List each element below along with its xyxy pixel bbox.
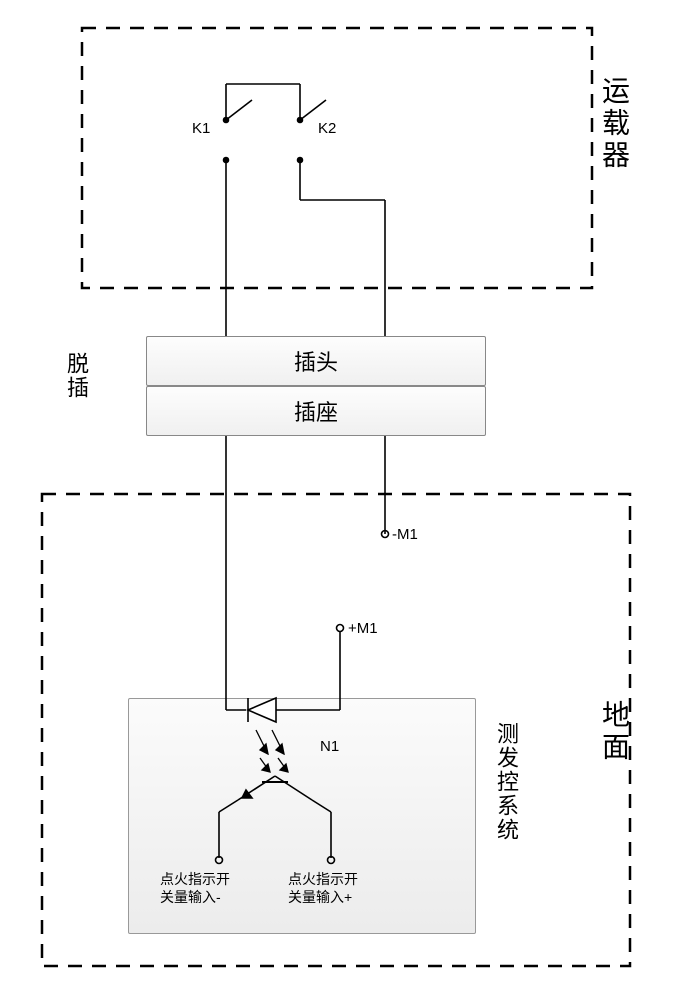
circuit-svg xyxy=(0,0,674,1000)
